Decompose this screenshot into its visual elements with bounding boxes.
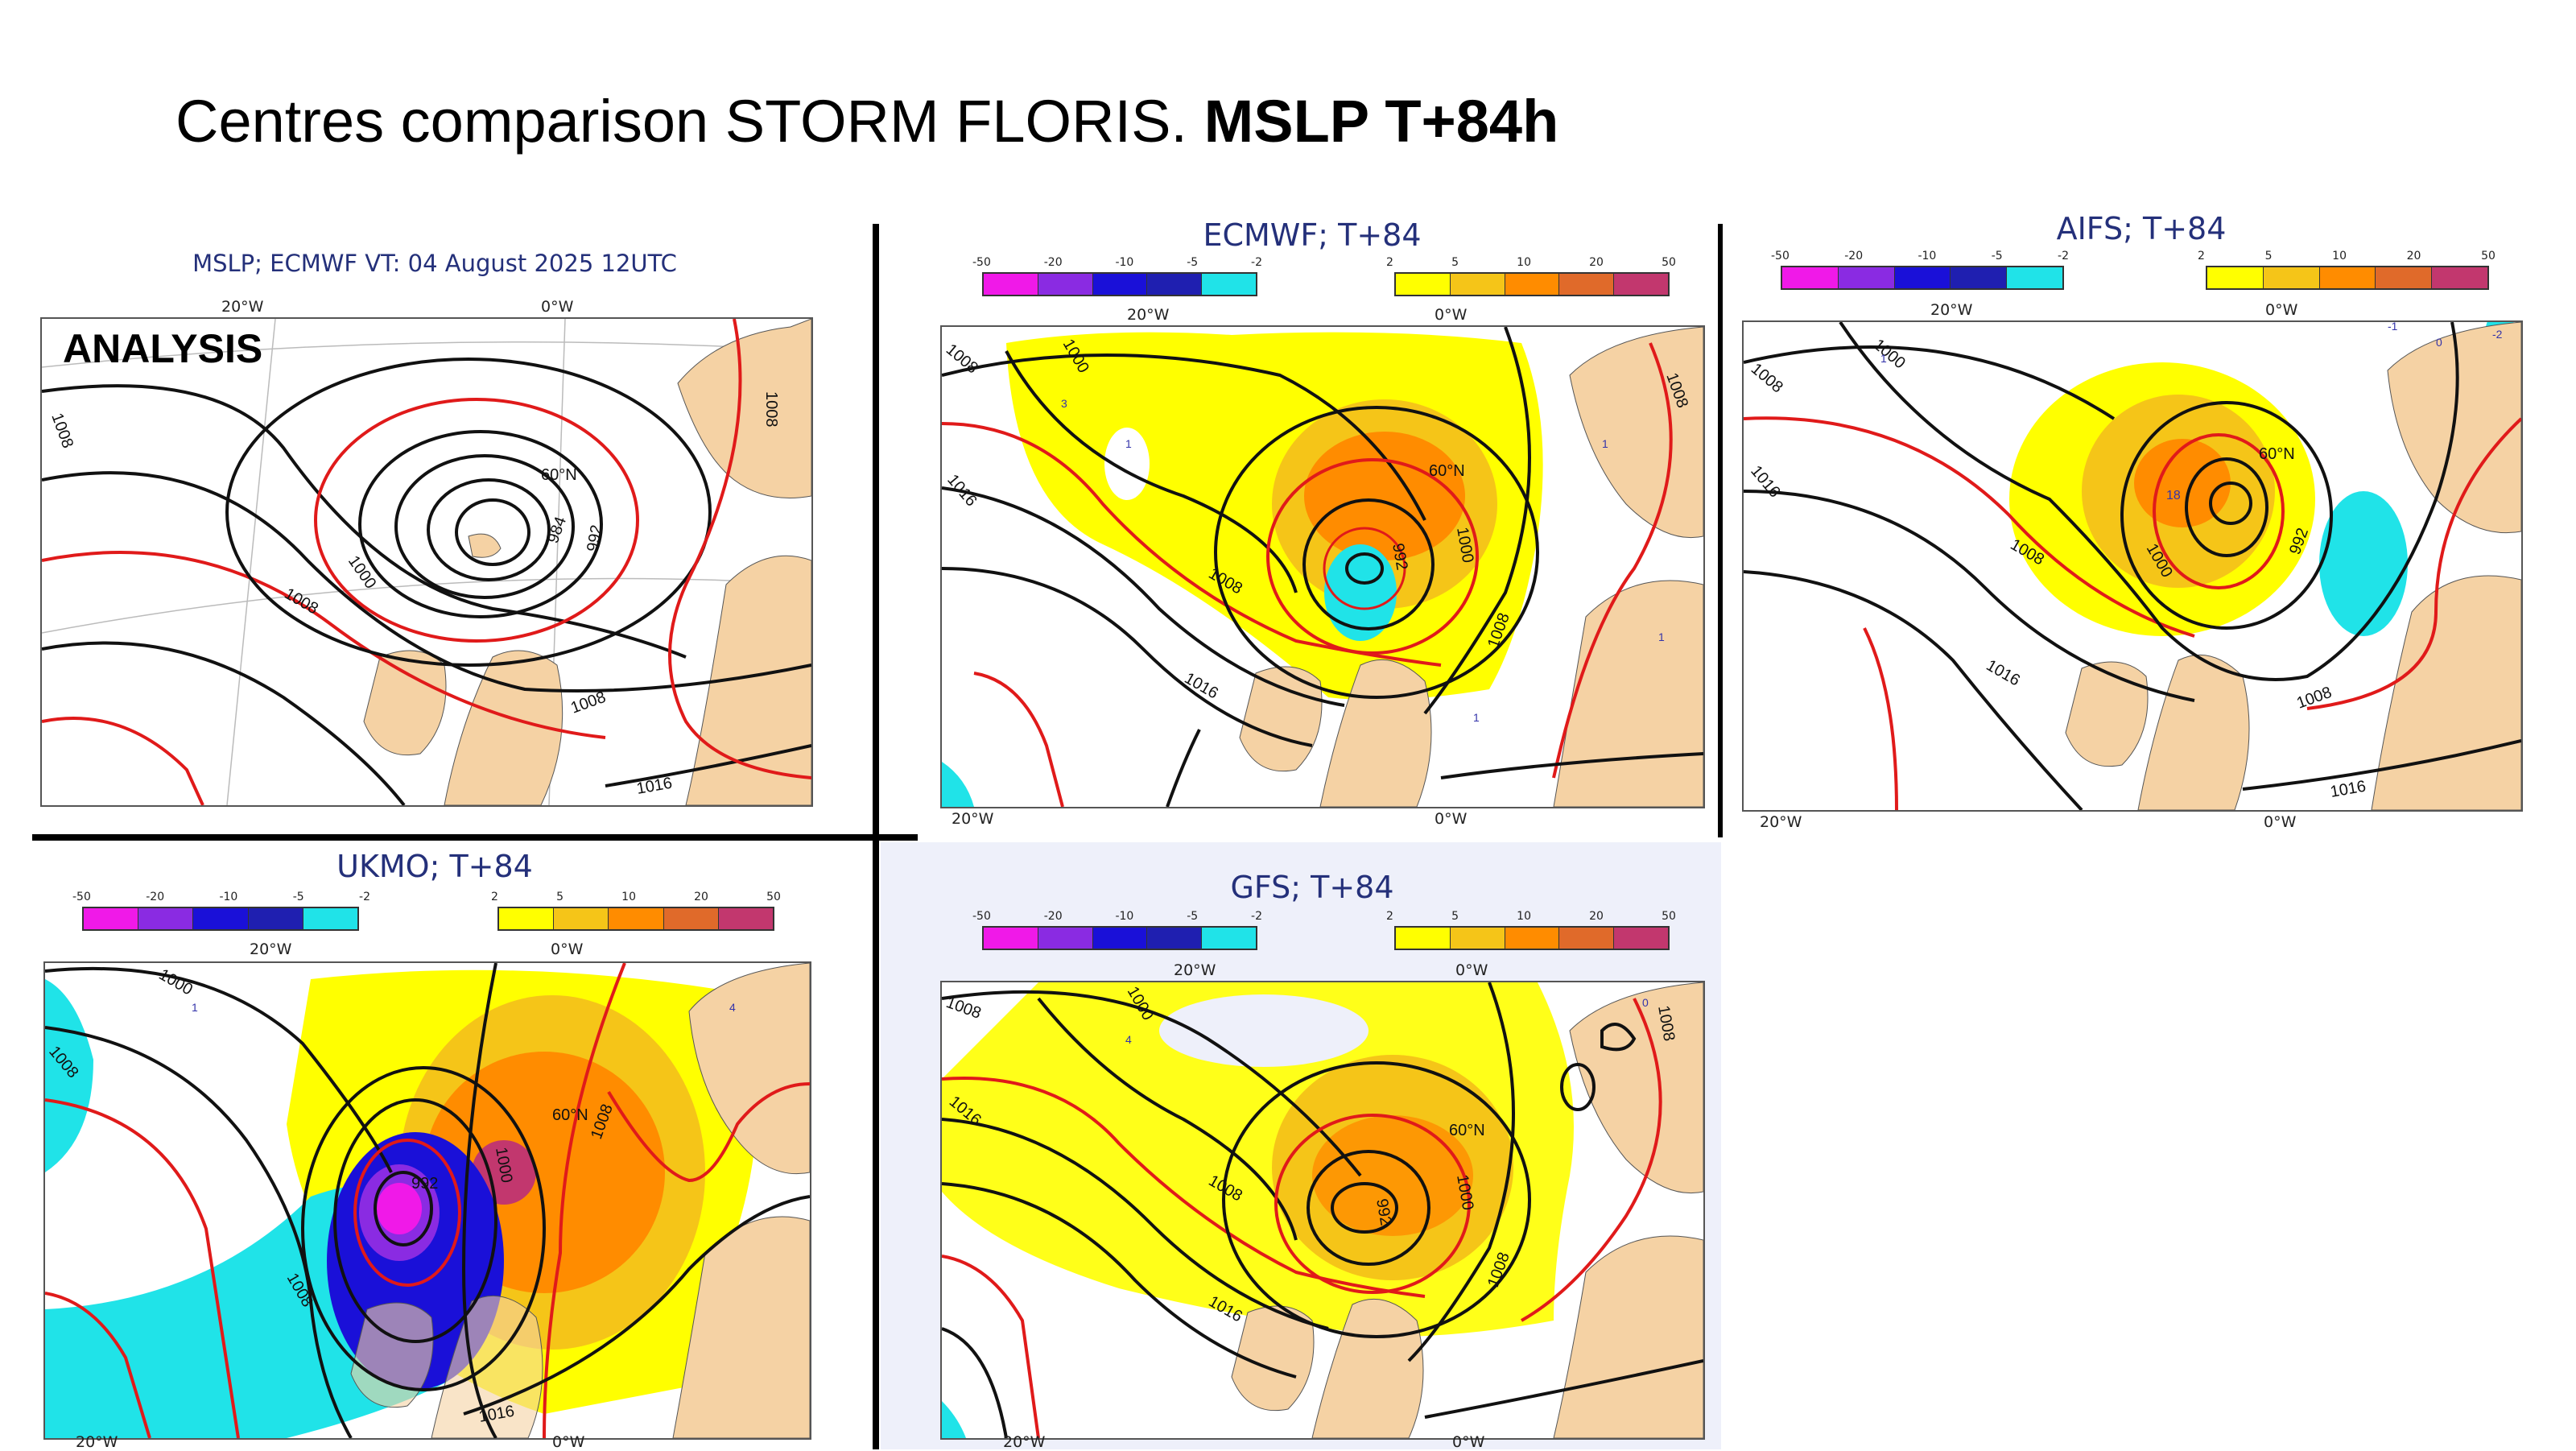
ecmwf-diff-label: 1 bbox=[1658, 630, 1665, 643]
ukmo-lon-right: 0°W bbox=[551, 940, 584, 958]
ecmwf-diff-label: 1 bbox=[1125, 437, 1132, 450]
aifs-isobar-label: 1016 bbox=[1984, 656, 2024, 689]
ecmwf-pos-scale bbox=[1394, 272, 1670, 296]
ukmo-isobar-label: 992 bbox=[411, 1175, 438, 1193]
aifs-pos-ticks: 2 5 10 20 50 bbox=[2198, 250, 2496, 263]
ukmo-title: UKMO; T+84 bbox=[336, 849, 533, 884]
analysis-map: 1008 1000 1008 984 992 1008 1016 1008 60… bbox=[40, 317, 813, 807]
aifs-pos-scale bbox=[2206, 266, 2489, 290]
ukmo-map: 1000 1008 1008 992 1000 1008 1016 60°N 1… bbox=[43, 961, 811, 1440]
aifs-map: 1008 1000 1016 1008 1000 992 1016 1008 1… bbox=[1742, 320, 2523, 812]
aifs-diff-label: 18 bbox=[2166, 489, 2181, 502]
ukmo-lon-bottom-right: 0°W bbox=[552, 1433, 585, 1451]
aifs-neg-scale bbox=[1781, 266, 2064, 290]
gfs-lon-bottom-left: 20°W bbox=[1003, 1433, 1046, 1451]
ecmwf-title: ECMWF; T+84 bbox=[1203, 217, 1422, 253]
gfs-pos-ticks: 2 5 10 20 50 bbox=[1386, 910, 1676, 923]
aifs-lat-label: 60°N bbox=[2259, 445, 2295, 463]
ecmwf-diff-label: 1 bbox=[1473, 711, 1480, 724]
ecmwf-neg-ticks: -50 -20 -10 -5 -2 bbox=[972, 256, 1262, 269]
aifs-neg-ticks: -50 -20 -10 -5 -2 bbox=[1771, 250, 2069, 263]
aifs-lon-left: 20°W bbox=[1930, 301, 1973, 319]
ukmo-lon-left: 20°W bbox=[250, 940, 292, 958]
aifs-lon-bottom-left: 20°W bbox=[1760, 813, 1802, 831]
horizontal-divider bbox=[32, 834, 918, 841]
gfs-lon-bottom-right: 0°W bbox=[1452, 1433, 1485, 1451]
gfs-diff-label: 0 bbox=[1642, 996, 1649, 1009]
aifs-isobar-label: 1000 bbox=[1870, 336, 1909, 372]
ecmwf-neg-scale bbox=[982, 272, 1257, 296]
ukmo-diff-label: 1 bbox=[192, 1001, 198, 1014]
aifs-diff-label: -2 bbox=[2492, 328, 2503, 341]
gfs-lon-left: 20°W bbox=[1174, 961, 1216, 979]
analysis-lon-right: 0°W bbox=[541, 298, 574, 316]
ecmwf-lon-right: 0°W bbox=[1435, 306, 1468, 324]
gfs-isobar-label: 1008 bbox=[943, 994, 983, 1023]
ukmo-pos-ticks: 2 5 10 20 50 bbox=[491, 891, 781, 903]
aifs-lon-right: 0°W bbox=[2265, 301, 2298, 319]
analysis-isobar-label: 1008 bbox=[762, 391, 780, 428]
aifs-isobar-label: 1016 bbox=[1747, 462, 1783, 501]
ecmwf-diff-label: 1 bbox=[1602, 437, 1608, 450]
gfs-neg-ticks: -50 -20 -10 -5 -2 bbox=[972, 910, 1262, 923]
slide-title-regular: Centres comparison STORM FLORIS. bbox=[175, 88, 1187, 155]
ecmwf-diff-label: 3 bbox=[1061, 397, 1067, 410]
gfs-pos-scale bbox=[1394, 926, 1670, 950]
gfs-diff-label: 4 bbox=[1125, 1033, 1132, 1046]
analysis-isobar-label: 1008 bbox=[47, 411, 76, 450]
ukmo-neg-scale bbox=[82, 907, 359, 931]
ukmo-diff-label: 4 bbox=[729, 1001, 736, 1014]
aifs-diff-label: 1 bbox=[1880, 352, 1887, 365]
aifs-lon-bottom-right: 0°W bbox=[2264, 813, 2297, 831]
ukmo-pos-scale bbox=[497, 907, 774, 931]
ecmwf-lon-left: 20°W bbox=[1127, 306, 1170, 324]
ukmo-isobar-label: 1000 bbox=[156, 965, 196, 998]
analysis-lon-left: 20°W bbox=[221, 298, 264, 316]
ecmwf-pos-ticks: 2 5 10 20 50 bbox=[1386, 256, 1676, 269]
ukmo-neg-ticks: -50 -20 -10 -5 -2 bbox=[72, 891, 370, 903]
gfs-title: GFS; T+84 bbox=[1230, 870, 1394, 905]
ecmwf-lon-bottom-left: 20°W bbox=[952, 810, 994, 828]
aifs-diff-label: 0 bbox=[2436, 336, 2442, 349]
analysis-isobar-label: 1008 bbox=[568, 688, 608, 717]
aifs-diff-label: -1 bbox=[2388, 322, 2398, 333]
aifs-isobar-label: 1016 bbox=[2329, 778, 2368, 801]
analysis-title: MSLP; ECMWF VT: 04 August 2025 12UTC bbox=[192, 250, 677, 277]
gfs-neg-scale bbox=[982, 926, 1257, 950]
analysis-label: ANALYSIS bbox=[63, 326, 263, 371]
analysis-isobar-label: 992 bbox=[584, 523, 605, 553]
gfs-lon-right: 0°W bbox=[1455, 961, 1488, 979]
ukmo-lon-bottom-left: 20°W bbox=[76, 1433, 118, 1451]
slide-title-bold: MSLP T+84h bbox=[1203, 88, 1559, 155]
ecmwf-lon-bottom-right: 0°W bbox=[1435, 810, 1468, 828]
analysis-lat-label: 60°N bbox=[541, 466, 577, 484]
ecmwf-right-border bbox=[1718, 224, 1723, 837]
analysis-isobar-label: 1000 bbox=[345, 552, 380, 592]
analysis-isobar-label: 1016 bbox=[635, 775, 674, 798]
ecmwf-lat-label: 60°N bbox=[1429, 462, 1465, 480]
gfs-lat-label: 60°N bbox=[1449, 1122, 1485, 1139]
ecmwf-map: 1008 1000 1016 1008 992 1000 1008 1016 1… bbox=[940, 325, 1705, 808]
aifs-title: AIFS; T+84 bbox=[2056, 211, 2227, 246]
slide-title: Centres comparison STORM FLORIS. MSLP T+… bbox=[175, 87, 1558, 155]
ukmo-lat-label: 60°N bbox=[552, 1106, 588, 1124]
gfs-map: 1008 1000 1016 1008 992 1000 1008 1016 1… bbox=[940, 981, 1705, 1440]
aifs-isobar-label: 1008 bbox=[1748, 360, 1786, 396]
